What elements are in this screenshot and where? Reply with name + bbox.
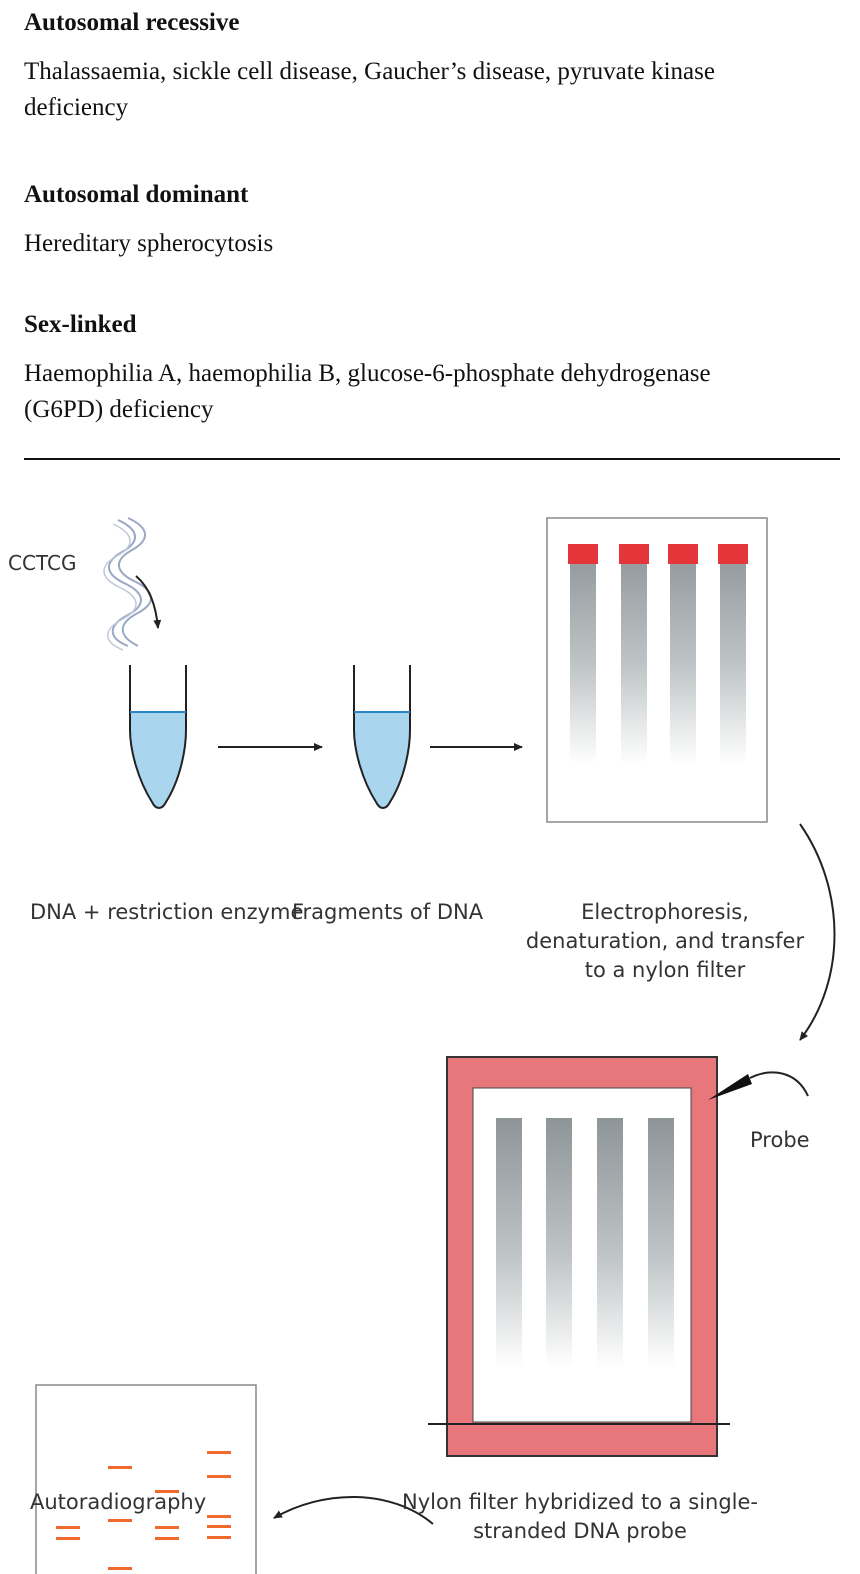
dna-helix-icon bbox=[103, 517, 152, 651]
transfer-arrow bbox=[799, 823, 836, 1041]
band-lane2-3 bbox=[108, 1567, 132, 1570]
label-autoradiography: Autoradiography bbox=[30, 1490, 207, 1514]
band-lane2-1 bbox=[108, 1466, 132, 1469]
tube-icon bbox=[353, 665, 411, 809]
section-sex-linked: Sex-linked Haemophilia A, haemophilia B,… bbox=[24, 310, 824, 428]
autoradiograph bbox=[35, 1384, 257, 1574]
label-probe: Probe bbox=[750, 1128, 810, 1152]
diagram-graphics: CCTCG bbox=[8, 517, 836, 1574]
band-lane4-4 bbox=[207, 1525, 231, 1528]
section-text: Thalassaemia, sickle cell disease, Gauch… bbox=[24, 58, 715, 121]
probe-icon bbox=[708, 1071, 809, 1100]
section-heading: Autosomal dominant bbox=[24, 181, 249, 208]
band-lane4-2 bbox=[207, 1475, 231, 1478]
band-lane3-2 bbox=[155, 1526, 179, 1529]
band-lane4-3 bbox=[207, 1515, 231, 1518]
band-group bbox=[56, 1451, 231, 1570]
section-autosomal-recessive: Autosomal recessive Thalassaemia, sickle… bbox=[24, 8, 824, 126]
label-fragments: Fragments of DNA bbox=[292, 900, 484, 924]
southern-blot-diagram: CCTCG bbox=[0, 480, 860, 1574]
band-lane3-1 bbox=[155, 1490, 179, 1493]
section-heading: Autosomal recessive bbox=[24, 9, 240, 36]
band-lane4-1 bbox=[207, 1451, 231, 1454]
section-autosomal-dominant: Autosomal dominant Hereditary spherocyto… bbox=[24, 180, 824, 262]
band-lane1-2 bbox=[56, 1537, 80, 1540]
band-lane3-3 bbox=[155, 1537, 179, 1540]
nylon-filter bbox=[428, 1056, 730, 1457]
tube-icon bbox=[129, 665, 187, 809]
band-lane2-2 bbox=[108, 1519, 132, 1522]
table-bottom-rule bbox=[24, 458, 840, 460]
digest-arrow bbox=[135, 575, 162, 629]
section-text: Hereditary spherocytosis bbox=[24, 230, 274, 257]
label-electrophoresis: Electrophoresis, denaturation, and trans… bbox=[525, 900, 805, 982]
electrophoresis-gel bbox=[546, 517, 768, 823]
label-hybridization: Nylon filter hybridized to a single-stra… bbox=[401, 1490, 759, 1543]
section-text: Haemophilia A, haemophilia B, glucose-6-… bbox=[24, 360, 711, 423]
band-lane4-5 bbox=[207, 1536, 231, 1539]
sequence-text: CCTCG bbox=[8, 551, 76, 575]
section-heading: Sex-linked bbox=[24, 311, 137, 338]
exposure-arrow bbox=[273, 1496, 434, 1525]
band-lane1-1 bbox=[56, 1526, 80, 1529]
label-digest: DNA + restriction enzyme bbox=[30, 900, 304, 924]
